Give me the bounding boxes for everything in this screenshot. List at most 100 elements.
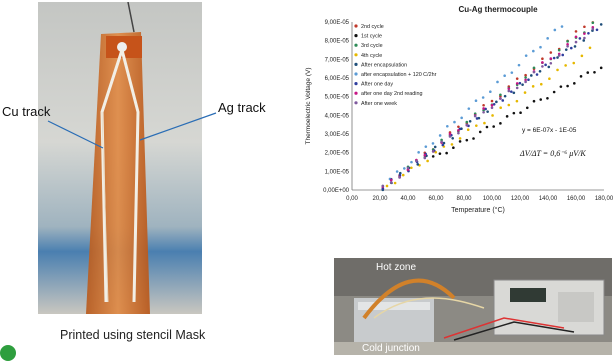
data-point-8 bbox=[499, 97, 502, 100]
data-point-7 bbox=[448, 132, 452, 136]
data-point-1 bbox=[485, 125, 489, 129]
bullet-icon bbox=[0, 345, 16, 361]
data-point-8 bbox=[423, 156, 427, 160]
data-point-5 bbox=[496, 80, 499, 84]
data-point-0 bbox=[457, 125, 460, 129]
x-tick-label: 120,00 bbox=[511, 196, 530, 202]
data-point-5 bbox=[510, 71, 514, 74]
ag-track-label: Ag track bbox=[218, 100, 266, 115]
legend-marker-4 bbox=[354, 62, 358, 66]
data-point-7 bbox=[457, 129, 460, 132]
data-point-3 bbox=[483, 121, 486, 125]
data-point-2 bbox=[524, 76, 527, 79]
data-point-8 bbox=[490, 106, 494, 110]
data-point-4 bbox=[503, 94, 507, 98]
data-point-5 bbox=[474, 99, 478, 103]
data-point-8 bbox=[448, 135, 452, 138]
data-point-8 bbox=[566, 44, 569, 48]
legend-marker-1 bbox=[354, 34, 358, 38]
data-point-6 bbox=[544, 63, 547, 67]
data-point-4 bbox=[451, 136, 454, 140]
data-point-1 bbox=[465, 138, 469, 142]
data-point-4 bbox=[512, 91, 516, 95]
data-point-5 bbox=[489, 90, 492, 94]
data-point-5 bbox=[460, 116, 463, 120]
data-point-1 bbox=[512, 111, 516, 115]
data-point-3 bbox=[491, 114, 494, 117]
data-point-6 bbox=[569, 46, 573, 50]
thermovoltage-chart: 0,00 20,00 40,00 60,00 80,00 100,00 120,00 140,… bbox=[305, 5, 614, 214]
data-point-6 bbox=[518, 81, 522, 85]
data-point-2 bbox=[440, 138, 443, 142]
data-point-8 bbox=[557, 54, 561, 57]
data-point-3 bbox=[548, 77, 551, 80]
y-tick-label: 8,00E-05 bbox=[325, 39, 350, 45]
data-point-7 bbox=[490, 104, 494, 107]
data-point-2 bbox=[465, 120, 469, 124]
data-point-7 bbox=[524, 78, 527, 82]
data-point-1 bbox=[586, 71, 590, 74]
data-point-3 bbox=[539, 82, 543, 86]
data-point-7 bbox=[389, 178, 393, 182]
data-point-6 bbox=[595, 28, 599, 32]
data-point-1 bbox=[445, 151, 448, 155]
data-point-0 bbox=[549, 51, 553, 54]
data-point-2 bbox=[557, 48, 561, 52]
x-tick-label: 80,00 bbox=[456, 196, 472, 202]
data-point-1 bbox=[539, 98, 543, 101]
legend-marker-8 bbox=[354, 101, 358, 105]
data-point-1 bbox=[431, 155, 435, 158]
data-point-3 bbox=[475, 124, 478, 127]
data-point-1 bbox=[525, 106, 529, 110]
setup-photo bbox=[334, 258, 612, 355]
data-point-8 bbox=[507, 89, 511, 93]
data-point-5 bbox=[395, 170, 399, 173]
data-point-4 bbox=[442, 141, 446, 145]
data-point-0 bbox=[583, 25, 586, 29]
data-point-6 bbox=[552, 56, 556, 60]
data-point-2 bbox=[499, 93, 502, 97]
data-point-1 bbox=[452, 146, 455, 149]
x-tick-label: 40,00 bbox=[400, 196, 416, 202]
data-point-1 bbox=[472, 137, 475, 140]
data-point-3 bbox=[466, 128, 470, 132]
data-point-6 bbox=[501, 99, 505, 102]
data-point-5 bbox=[431, 142, 435, 145]
data-point-4 bbox=[573, 45, 577, 48]
data-point-6 bbox=[441, 143, 445, 147]
data-point-1 bbox=[519, 111, 522, 115]
legend-entry-1: 1st cycle bbox=[361, 34, 382, 40]
data-point-4 bbox=[468, 119, 472, 123]
legend-marker-0 bbox=[354, 24, 358, 28]
data-point-8 bbox=[465, 123, 469, 127]
data-point-1 bbox=[573, 82, 576, 85]
legend-entry-2: 3rd cycle bbox=[361, 43, 383, 49]
data-point-5 bbox=[553, 28, 557, 32]
data-point-7 bbox=[515, 82, 519, 85]
data-point-1 bbox=[552, 90, 556, 94]
data-point-4 bbox=[495, 100, 498, 104]
data-point-1 bbox=[559, 85, 563, 88]
data-point-6 bbox=[381, 187, 385, 191]
data-point-4 bbox=[521, 83, 524, 86]
data-point-3 bbox=[515, 99, 519, 103]
x-axis-label: Temperature (°C) bbox=[451, 206, 505, 214]
data-point-4 bbox=[398, 171, 402, 175]
data-point-1 bbox=[458, 140, 462, 143]
legend-marker-2 bbox=[354, 43, 358, 47]
thermocouple-photo bbox=[38, 2, 202, 314]
data-point-5 bbox=[481, 96, 485, 99]
data-point-7 bbox=[507, 87, 511, 91]
y-tick-label: 6,00E-05 bbox=[325, 76, 350, 82]
data-point-8 bbox=[431, 150, 435, 153]
data-point-6 bbox=[510, 90, 513, 93]
data-point-1 bbox=[499, 122, 502, 125]
legend-marker-7 bbox=[354, 91, 358, 95]
cold-junction-label: Cold junction bbox=[362, 343, 420, 354]
data-point-3 bbox=[458, 137, 462, 140]
data-point-5 bbox=[532, 49, 535, 53]
cu-track-label: Cu track bbox=[2, 104, 51, 119]
data-point-3 bbox=[523, 91, 527, 94]
data-point-6 bbox=[484, 107, 487, 111]
data-point-5 bbox=[539, 45, 542, 49]
